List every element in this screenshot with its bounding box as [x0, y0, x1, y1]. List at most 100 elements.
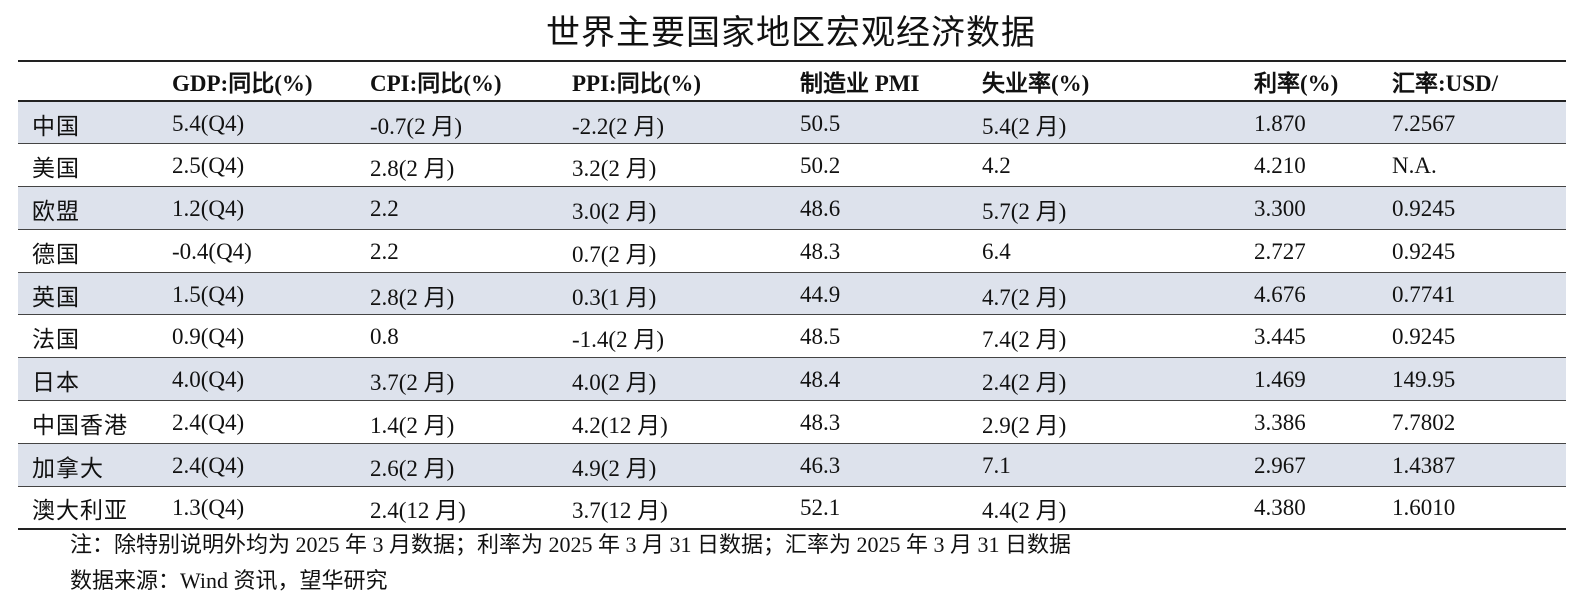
cell-region: 澳大利亚 — [32, 498, 128, 524]
table-row: 加拿大 2.4(Q4) 2.6(2 月) 4.9(2 月) 46.3 7.1 2.967 1.… — [18, 443, 1566, 487]
cell-pmi: 48.5 — [800, 324, 841, 350]
cell-pmi: 52.1 — [800, 495, 841, 521]
header-ppi: PPI:同比(%) — [572, 71, 702, 96]
cell-ppi: 0.7(2 月) — [572, 241, 657, 267]
cell-unemployment: 2.4(2 月) — [982, 370, 1067, 396]
cell-cpi: -0.7(2 月) — [370, 113, 462, 139]
footnotes: 注：除特别说明外均为 2025 年 3 月数据；利率为 2025 年 3 月 3… — [70, 527, 1470, 599]
cell-fx: 1.6010 — [1392, 495, 1456, 521]
table-row: 中国 5.4(Q4) -0.7(2 月) -2.2(2 月) 50.5 5.4(2 月) 1… — [18, 101, 1566, 144]
cell-ppi: 4.0(2 月) — [572, 370, 657, 396]
cell-gdp: 2.4(Q4) — [172, 452, 245, 478]
cell-fx: 0.7741 — [1392, 281, 1456, 307]
cell-region: 德国 — [32, 241, 80, 267]
cell-gdp: 2.4(Q4) — [172, 409, 245, 435]
cell-region: 中国香港 — [32, 412, 128, 438]
cell-unemployment: 4.7(2 月) — [982, 284, 1067, 310]
cell-region: 加拿大 — [32, 455, 104, 481]
cell-region: 英国 — [32, 284, 80, 310]
cell-gdp: -0.4(Q4) — [172, 238, 252, 264]
header-row: GDP:同比(%) CPI:同比(%) PPI:同比(%) 制造业 PMI 失业… — [18, 61, 1566, 101]
cell-pmi: 48.4 — [800, 367, 841, 393]
table-title: 世界主要国家地区宏观经济数据 — [546, 13, 1036, 53]
cell-ppi: 0.3(1 月) — [572, 284, 657, 310]
header-pmi: 制造业 PMI — [800, 71, 920, 96]
cell-gdp: 0.9(Q4) — [172, 324, 245, 350]
footnote-note: 注：除特别说明外均为 2025 年 3 月数据；利率为 2025 年 3 月 3… — [70, 532, 1072, 557]
cell-fx: 0.9245 — [1392, 195, 1456, 221]
table-row: 法国 0.9(Q4) 0.8 -1.4(2 月) 48.5 7.4(2 月) 3.445 0.… — [18, 315, 1566, 358]
cell-pmi: 48.6 — [800, 195, 841, 221]
cell-cpi: 2.4(12 月) — [370, 498, 466, 524]
header-unemployment: 失业率(%) — [982, 71, 1090, 96]
cell-region: 欧盟 — [32, 198, 80, 224]
table-body: 中国 5.4(Q4) -0.7(2 月) -2.2(2 月) 50.5 5.4(2 月) 1… — [18, 101, 1566, 529]
cell-cpi: 2.8(2 月) — [370, 284, 455, 310]
cell-unemployment: 2.9(2 月) — [982, 412, 1067, 438]
macro-data-table-container: GDP:同比(%) CPI:同比(%) PPI:同比(%) 制造业 PMI 失业… — [18, 60, 1566, 530]
cell-fx: 0.9245 — [1392, 238, 1456, 264]
cell-pmi: 50.2 — [800, 153, 841, 179]
macro-data-table: GDP:同比(%) CPI:同比(%) PPI:同比(%) 制造业 PMI 失业… — [18, 60, 1566, 530]
cell-rate: 3.386 — [1254, 409, 1306, 435]
cell-cpi: 2.6(2 月) — [370, 455, 455, 481]
cell-cpi: 1.4(2 月) — [370, 412, 455, 438]
cell-gdp: 1.5(Q4) — [172, 281, 245, 307]
cell-fx: 1.4387 — [1392, 452, 1456, 478]
table-row: 美国 2.5(Q4) 2.8(2 月) 3.2(2 月) 50.2 4.2 4.210 N.A… — [18, 144, 1566, 187]
cell-fx: 7.7802 — [1392, 409, 1456, 435]
cell-unemployment: 7.1 — [982, 452, 1011, 478]
cell-fx: N.A. — [1392, 153, 1437, 179]
table-row: 英国 1.5(Q4) 2.8(2 月) 0.3(1 月) 44.9 4.7(2 月) 4.6… — [18, 272, 1566, 315]
cell-gdp: 1.3(Q4) — [172, 495, 245, 521]
cell-region: 日本 — [32, 370, 80, 396]
cell-rate: 4.380 — [1254, 495, 1306, 521]
cell-ppi: -1.4(2 月) — [572, 327, 664, 353]
cell-cpi: 0.8 — [370, 324, 399, 350]
cell-rate: 3.445 — [1254, 324, 1306, 350]
cell-pmi: 46.3 — [800, 452, 841, 478]
cell-ppi: 3.7(12 月) — [572, 498, 668, 524]
cell-unemployment: 4.2 — [982, 153, 1011, 179]
cell-cpi: 2.2 — [370, 195, 399, 221]
header-region — [18, 61, 166, 101]
cell-region: 中国 — [32, 113, 80, 139]
cell-pmi: 48.3 — [800, 409, 841, 435]
cell-ppi: 3.0(2 月) — [572, 198, 657, 224]
cell-rate: 3.300 — [1254, 195, 1306, 221]
cell-unemployment: 5.7(2 月) — [982, 198, 1067, 224]
cell-ppi: 4.2(12 月) — [572, 412, 668, 438]
header-fx: 汇率:USD/ — [1392, 71, 1499, 96]
cell-gdp: 4.0(Q4) — [172, 367, 245, 393]
cell-cpi: 3.7(2 月) — [370, 370, 455, 396]
cell-pmi: 48.3 — [800, 238, 841, 264]
cell-fx: 7.2567 — [1392, 110, 1456, 136]
cell-ppi: 4.9(2 月) — [572, 455, 657, 481]
cell-region: 法国 — [32, 327, 80, 353]
table-row: 澳大利亚 1.3(Q4) 2.4(12 月) 3.7(12 月) 52.1 4.4(2 月… — [18, 486, 1566, 529]
cell-rate: 2.967 — [1254, 452, 1306, 478]
header-cpi: CPI:同比(%) — [370, 71, 502, 96]
cell-region: 美国 — [32, 156, 80, 182]
cell-fx: 149.95 — [1392, 367, 1456, 393]
cell-cpi: 2.8(2 月) — [370, 156, 455, 182]
table-row: 德国 -0.4(Q4) 2.2 0.7(2 月) 48.3 6.4 2.727 0.9245 — [18, 229, 1566, 273]
cell-rate: 2.727 — [1254, 238, 1306, 264]
cell-rate: 4.676 — [1254, 281, 1306, 307]
cell-gdp: 1.2(Q4) — [172, 195, 245, 221]
cell-unemployment: 4.4(2 月) — [982, 498, 1067, 524]
header-rate: 利率(%) — [1254, 71, 1339, 96]
cell-unemployment: 5.4(2 月) — [982, 113, 1067, 139]
cell-ppi: -2.2(2 月) — [572, 113, 664, 139]
cell-rate: 4.210 — [1254, 153, 1306, 179]
table-header: GDP:同比(%) CPI:同比(%) PPI:同比(%) 制造业 PMI 失业… — [18, 61, 1566, 101]
cell-rate: 1.469 — [1254, 367, 1306, 393]
cell-pmi: 50.5 — [800, 110, 841, 136]
footnote-source: 数据来源：Wind 资讯，望华研究 — [70, 568, 388, 593]
cell-gdp: 5.4(Q4) — [172, 110, 245, 136]
cell-cpi: 2.2 — [370, 238, 399, 264]
table-row: 中国香港 2.4(Q4) 1.4(2 月) 4.2(12 月) 48.3 2.9(2 月)… — [18, 401, 1566, 444]
header-gdp: GDP:同比(%) — [172, 71, 313, 96]
cell-gdp: 2.5(Q4) — [172, 153, 245, 179]
cell-fx: 0.9245 — [1392, 324, 1456, 350]
